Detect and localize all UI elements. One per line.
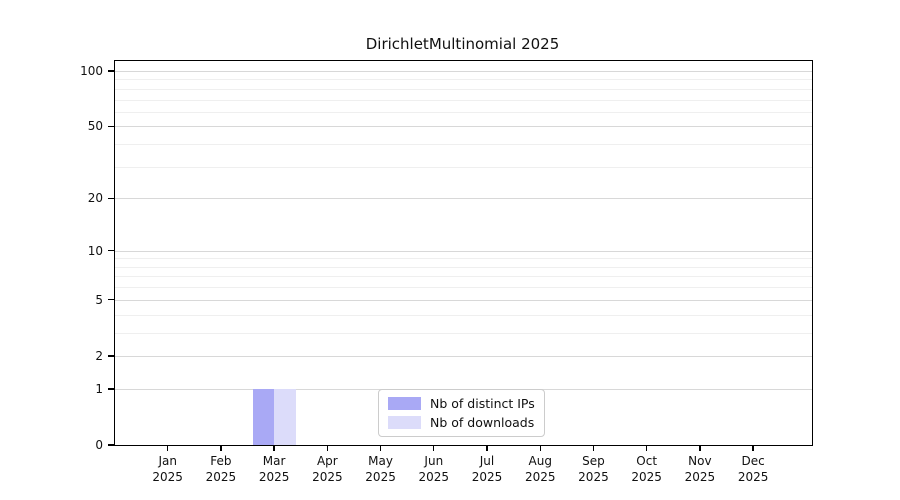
x-tick-label: Sep 2025 xyxy=(561,453,625,485)
x-tick-label: Mar 2025 xyxy=(242,453,306,485)
x-tick-mark xyxy=(645,445,648,451)
x-tick-mark xyxy=(273,445,275,451)
y-tick-mark xyxy=(108,125,114,128)
y-gridline-major xyxy=(115,250,812,252)
x-tick-label: Apr 2025 xyxy=(295,453,359,485)
x-tick-label-line: 2025 xyxy=(152,470,183,484)
y-gridline-minor xyxy=(115,258,812,260)
y-tick-label: 1 xyxy=(95,381,103,396)
x-tick-label: Feb 2025 xyxy=(189,453,253,485)
y-tick-label: 10 xyxy=(87,243,103,258)
x-tick-label-line: Nov xyxy=(688,454,712,468)
y-gridline-minor xyxy=(115,144,812,146)
x-tick-label-line: Apr xyxy=(316,454,338,468)
y-tick-label: 5 xyxy=(95,292,103,307)
y-tick-mark xyxy=(108,299,114,301)
x-tick-label-line: Mar xyxy=(262,454,286,468)
x-tick-label-line: 2025 xyxy=(578,470,609,484)
x-tick-label: Jan 2025 xyxy=(136,453,200,485)
y-gridline-minor xyxy=(115,287,812,289)
x-tick-label-line: Sep xyxy=(582,454,605,468)
x-tick-label: May 2025 xyxy=(349,453,413,485)
x-tick-mark xyxy=(486,445,488,451)
x-tick-label-line: 2025 xyxy=(471,470,503,484)
y-tick-label: 50 xyxy=(87,119,103,134)
x-tick-label-line: Aug xyxy=(528,454,552,468)
x-tick-label-line: 2025 xyxy=(312,470,343,484)
x-tick-label-line: 2025 xyxy=(737,470,769,484)
x-tick-label-line: Jan xyxy=(158,454,177,468)
x-tick-mark xyxy=(220,445,222,451)
y-gridline-minor xyxy=(115,99,812,101)
y-gridline-minor xyxy=(115,332,812,334)
legend-swatch xyxy=(388,416,421,429)
y-gridline-major xyxy=(115,71,812,72)
y-gridline-major xyxy=(115,355,812,357)
x-tick-label-line: Feb xyxy=(210,454,232,468)
y-gridline-major xyxy=(115,198,812,200)
legend-item-downloads: Nb of downloads xyxy=(388,415,535,430)
y-gridline-minor xyxy=(115,266,812,268)
x-tick-mark xyxy=(592,445,595,451)
y-gridline-major xyxy=(115,126,812,128)
x-tick-label-line: Oct xyxy=(636,454,658,468)
y-tick-mark xyxy=(108,70,114,72)
x-tick-label: Nov 2025 xyxy=(668,453,732,485)
legend-label: Nb of downloads xyxy=(430,415,535,430)
x-tick-label: Jul 2025 xyxy=(455,453,519,485)
y-gridline-minor xyxy=(115,166,812,168)
x-tick-label-line: 2025 xyxy=(631,470,662,484)
x-tick-label-line: May xyxy=(368,454,393,468)
x-tick-label-line: 2025 xyxy=(365,470,396,484)
x-tick-label-line: 2025 xyxy=(258,470,290,484)
x-tick-label-line: Dec xyxy=(741,454,765,468)
y-gridline-minor xyxy=(115,88,812,90)
x-tick-label-line: Jun xyxy=(424,454,444,468)
y-tick-label: 20 xyxy=(87,191,103,206)
y-gridline-minor xyxy=(115,276,812,278)
legend-label: Nb of distinct IPs xyxy=(430,396,535,411)
y-tick-mark xyxy=(108,197,114,199)
y-tick-label: 100 xyxy=(80,64,103,78)
legend: Nb of distinct IPs Nb of downloads xyxy=(378,389,545,437)
legend-item-distinct-ips: Nb of distinct IPs xyxy=(388,396,535,411)
x-tick-mark xyxy=(539,445,541,451)
bar-distinct-ips xyxy=(252,388,275,445)
legend-swatch xyxy=(388,397,421,410)
x-tick-mark xyxy=(699,445,701,451)
y-tick-mark xyxy=(108,444,114,446)
x-tick-mark xyxy=(433,445,435,451)
x-tick-label: Aug 2025 xyxy=(508,453,572,485)
y-gridline-minor xyxy=(115,79,812,81)
y-tick-mark xyxy=(108,249,114,252)
chart-title: DirichletMultinomial 2025 xyxy=(365,35,560,53)
x-tick-label-line: 2025 xyxy=(524,470,556,484)
x-tick-label: Oct 2025 xyxy=(615,453,679,485)
y-tick-mark xyxy=(108,355,114,357)
x-tick-mark xyxy=(379,445,382,451)
y-tick-label: 0 xyxy=(95,438,103,452)
y-tick-mark xyxy=(108,388,114,390)
y-gridline-minor xyxy=(115,314,812,316)
x-tick-label-line: 2025 xyxy=(684,470,716,484)
y-tick-label: 2 xyxy=(95,348,103,363)
x-tick-mark xyxy=(167,445,169,451)
x-tick-mark xyxy=(752,445,754,451)
y-gridline-minor xyxy=(115,111,812,113)
x-tick-label: Jun 2025 xyxy=(402,453,466,485)
plot-area: 0 1 2 5 10 20 50 100 Jan 2025 Feb 2025 Mar 2025 Apr 202… xyxy=(80,60,813,484)
x-tick-mark xyxy=(326,445,329,451)
x-tick-label-line: 2025 xyxy=(418,470,450,484)
y-gridline-major xyxy=(115,299,812,301)
x-tick-label-line: 2025 xyxy=(205,470,237,484)
x-tick-label-line: Jul xyxy=(479,454,495,468)
x-tick-label: Dec 2025 xyxy=(721,453,785,485)
bar-downloads xyxy=(274,388,296,445)
